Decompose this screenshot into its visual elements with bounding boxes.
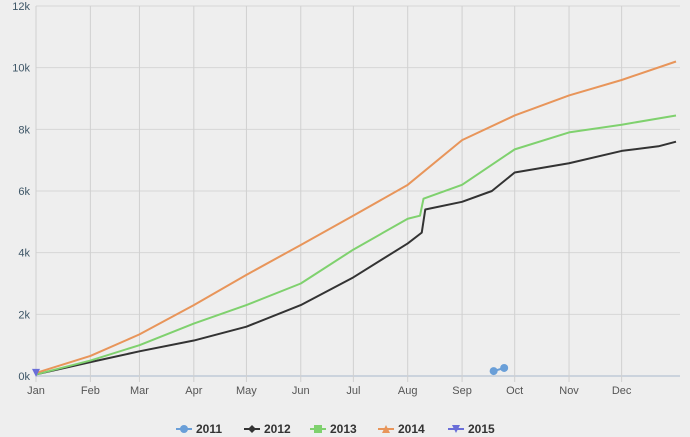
grid (35, 5, 680, 382)
series-2015-point (32, 368, 40, 377)
legend[interactable]: 2011 2012 2013 2014 2015 (176, 422, 495, 436)
y-tick-label: 2k (18, 309, 30, 321)
x-tick-label: Oct (506, 385, 523, 397)
legend-label: 2015 (468, 422, 495, 436)
y-tick-label: 0k (18, 371, 30, 383)
y-tick-label: 12k (12, 1, 30, 13)
series-2012-line (35, 140, 677, 376)
legend-item-2013[interactable]: 2013 (310, 422, 357, 436)
x-tick-label: Jun (292, 385, 310, 397)
series-2014-line (35, 60, 677, 374)
series-2011-point (489, 367, 498, 376)
legend-label: 2014 (398, 422, 425, 436)
series-2011-point (500, 363, 509, 372)
y-tick-label: 4k (18, 248, 30, 260)
x-tick-label: May (236, 385, 257, 397)
legend-marker (180, 425, 188, 433)
y-axis: 0k 2k 4k 6k 8k 10k 12k (12, 1, 30, 383)
legend-item-2011[interactable]: 2011 (176, 422, 222, 436)
legend-marker (452, 425, 460, 433)
x-tick-label: Mar (130, 385, 149, 397)
series-2013-line (35, 114, 677, 376)
x-tick-label: Dec (612, 385, 632, 397)
x-tick-label: Apr (185, 385, 202, 397)
y-tick-label: 10k (12, 63, 30, 75)
legend-marker (314, 425, 322, 433)
legend-label: 2013 (330, 422, 357, 436)
x-tick-label: Feb (81, 385, 100, 397)
legend-item-2014[interactable]: 2014 (378, 422, 425, 436)
legend-marker (382, 425, 390, 433)
y-tick-label: 6k (18, 186, 30, 198)
legend-label: 2012 (264, 422, 291, 436)
legend-item-2012[interactable]: 2012 (244, 422, 291, 436)
x-tick-label: Jan (27, 385, 45, 397)
x-tick-label: Nov (559, 385, 579, 397)
x-tick-label: Sep (452, 385, 472, 397)
y-tick-label: 8k (18, 124, 30, 136)
legend-item-2015[interactable]: 2015 (448, 422, 495, 436)
series-lines (32, 60, 677, 377)
x-tick-label: Aug (398, 385, 418, 397)
legend-label: 2011 (196, 422, 222, 436)
legend-marker (248, 425, 256, 433)
x-tick-label: Jul (346, 385, 360, 397)
x-axis: Jan Feb Mar Apr May Jun Jul Aug Sep Oct Nov Dec (27, 385, 632, 397)
